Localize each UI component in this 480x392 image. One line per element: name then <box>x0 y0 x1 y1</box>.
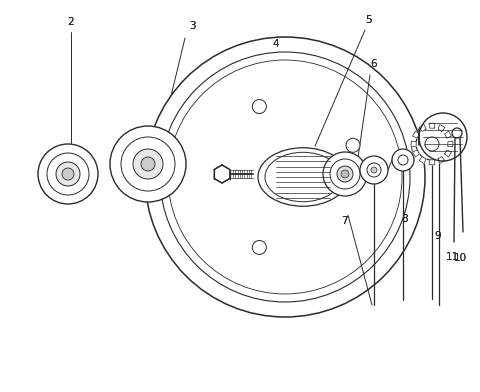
Circle shape <box>346 138 360 152</box>
Text: 9: 9 <box>435 231 441 241</box>
Text: 3: 3 <box>189 21 195 31</box>
Circle shape <box>56 162 80 186</box>
Polygon shape <box>444 131 452 138</box>
Circle shape <box>416 128 448 160</box>
Circle shape <box>141 157 155 171</box>
Polygon shape <box>448 141 453 147</box>
Circle shape <box>252 100 266 114</box>
Circle shape <box>398 155 408 165</box>
Circle shape <box>252 240 266 254</box>
Circle shape <box>330 159 360 189</box>
Text: 2: 2 <box>68 17 74 27</box>
Text: 2: 2 <box>68 17 74 27</box>
Text: 10: 10 <box>454 253 467 263</box>
Polygon shape <box>411 141 416 147</box>
Circle shape <box>392 149 414 171</box>
Circle shape <box>47 153 89 195</box>
Circle shape <box>425 137 439 151</box>
Text: 6: 6 <box>371 59 377 69</box>
Polygon shape <box>429 160 435 165</box>
Ellipse shape <box>265 152 341 202</box>
Text: 10: 10 <box>454 253 467 263</box>
Text: 11: 11 <box>445 252 458 262</box>
Polygon shape <box>419 157 426 163</box>
Text: 9: 9 <box>435 231 441 241</box>
Circle shape <box>160 52 410 302</box>
Text: 6: 6 <box>371 59 377 69</box>
Circle shape <box>62 168 74 180</box>
Text: 4: 4 <box>273 39 279 49</box>
Polygon shape <box>214 165 230 183</box>
Circle shape <box>121 137 175 191</box>
Circle shape <box>341 170 349 178</box>
Circle shape <box>133 149 163 179</box>
Circle shape <box>145 37 425 317</box>
Text: 7: 7 <box>341 216 348 226</box>
Circle shape <box>110 126 186 202</box>
Circle shape <box>371 167 377 173</box>
Text: 8: 8 <box>402 214 408 224</box>
Polygon shape <box>412 150 420 157</box>
Text: 8: 8 <box>402 214 408 224</box>
Circle shape <box>323 152 367 196</box>
Ellipse shape <box>258 148 348 206</box>
Circle shape <box>360 156 388 184</box>
Polygon shape <box>429 123 435 128</box>
Circle shape <box>337 166 353 182</box>
Circle shape <box>168 60 402 294</box>
Text: 4: 4 <box>273 39 279 49</box>
Polygon shape <box>412 131 420 138</box>
Polygon shape <box>444 150 452 157</box>
Text: 5: 5 <box>366 15 372 25</box>
Circle shape <box>419 113 467 161</box>
Text: 7: 7 <box>341 216 348 226</box>
Circle shape <box>367 163 381 177</box>
Circle shape <box>38 144 98 204</box>
Text: 3: 3 <box>189 21 195 31</box>
Text: 5: 5 <box>366 15 372 25</box>
Polygon shape <box>438 125 445 131</box>
Polygon shape <box>438 157 445 163</box>
Polygon shape <box>419 125 426 131</box>
Text: 11: 11 <box>445 252 458 262</box>
